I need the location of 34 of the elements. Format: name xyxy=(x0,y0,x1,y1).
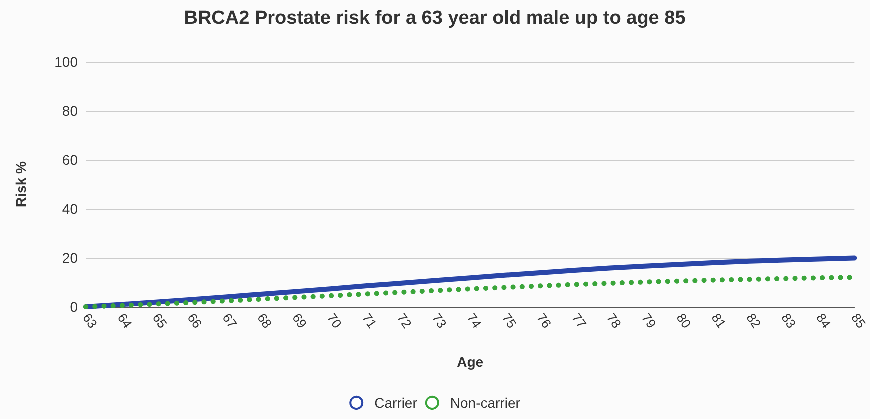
y-tick-label: 80 xyxy=(62,103,78,119)
x-tick-label: 69 xyxy=(289,310,310,332)
x-tick-label: 72 xyxy=(394,310,415,332)
legend-label: Carrier xyxy=(374,395,418,411)
x-tick-label: 70 xyxy=(324,310,346,332)
y-tick-label: 0 xyxy=(70,299,78,315)
y-tick-label: 60 xyxy=(62,152,78,168)
x-tick-label: 73 xyxy=(429,310,450,332)
x-tick-label: 83 xyxy=(778,310,800,332)
x-tick-label: 66 xyxy=(184,310,206,332)
x-tick-label: 65 xyxy=(150,310,170,332)
x-tick-label: 77 xyxy=(569,310,590,332)
x-tick-label: 79 xyxy=(638,310,660,332)
y-tick-label: 40 xyxy=(62,201,78,217)
x-tick-label: 76 xyxy=(534,310,555,332)
y-tick-label: 100 xyxy=(54,54,78,70)
legend-label: Non-carrier xyxy=(450,395,521,411)
x-tick-label: 75 xyxy=(499,310,520,332)
x-tick-label: 84 xyxy=(814,310,834,332)
x-tick-label: 80 xyxy=(674,310,694,332)
x-tick-label: 74 xyxy=(464,310,485,332)
x-tick-label: 85 xyxy=(848,310,870,332)
chart-title: BRCA2 Prostate risk for a 63 year old male up to age 85 xyxy=(184,8,686,29)
x-tick-label: 81 xyxy=(708,310,730,332)
y-axis-title: Risk % xyxy=(13,161,29,208)
x-tick-label: 68 xyxy=(254,310,276,332)
x-tick-label: 71 xyxy=(359,310,380,332)
y-tick-label: 20 xyxy=(62,250,78,266)
x-tick-label: 64 xyxy=(114,310,136,332)
x-tick-label: 67 xyxy=(220,310,240,332)
x-tick-label: 78 xyxy=(604,310,625,332)
x-axis-title: Age xyxy=(457,354,484,370)
x-tick-label: 82 xyxy=(744,310,764,332)
x-tick-label: 63 xyxy=(80,310,100,332)
